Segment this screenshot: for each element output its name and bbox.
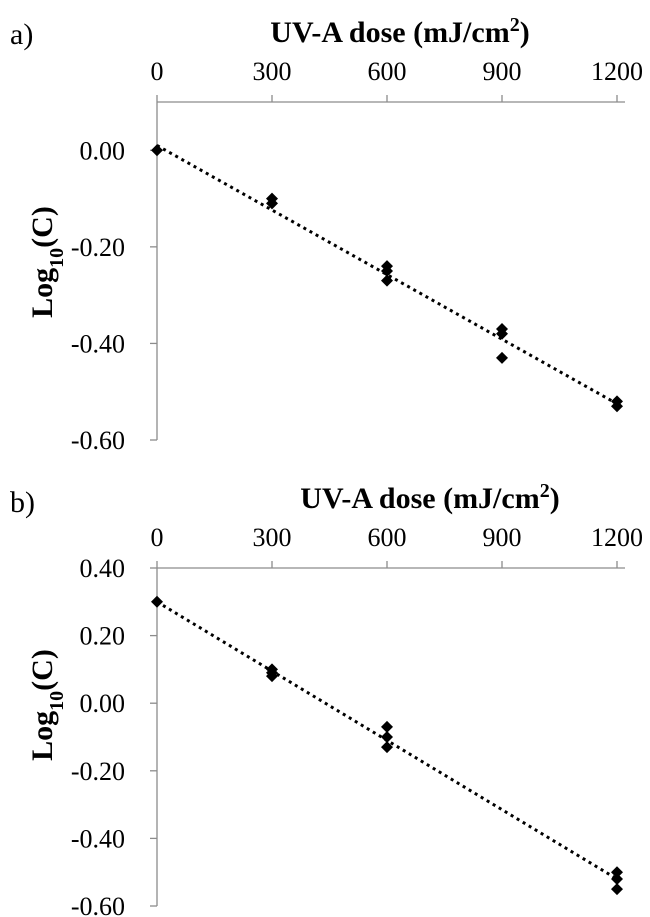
panel-b-data-point xyxy=(611,872,623,885)
panel-a-data-point xyxy=(151,144,163,157)
panel-a-y-tick-label: 0.00 xyxy=(80,136,126,165)
panel-a-y-tick-label: -0.40 xyxy=(71,329,125,358)
panel-b-x-tick-label: 900 xyxy=(483,523,522,552)
panel-b-y-axis-title: Log10(C) xyxy=(26,649,68,761)
panel-a-x-axis-title: UV-A dose (mJ/cm2) xyxy=(270,14,529,49)
panel-b-x-axis-title: UV-A dose (mJ/cm2) xyxy=(300,480,559,515)
panel-a-data-point xyxy=(496,327,508,340)
panel-a-x-tick-label: 1200 xyxy=(591,57,643,86)
panel-a-y-tick-label: -0.60 xyxy=(71,426,125,455)
panel-b-x-tick-label: 0 xyxy=(151,523,164,552)
panel-b-y-tick-label: 0.20 xyxy=(80,622,126,651)
panel-a-data-point xyxy=(266,197,278,210)
panel-b-data-point xyxy=(381,720,393,733)
panel-b-data-point xyxy=(381,741,393,754)
panel-b-data-point xyxy=(151,595,163,608)
panel-b-data-point xyxy=(611,883,623,896)
panel-b-y-tick-label: 0.40 xyxy=(80,554,126,583)
panel-b: b) UV-A dose (mJ/cm2) Log10(C) 0 300 600 90… xyxy=(10,480,643,917)
panel-b-data-point xyxy=(381,731,393,743)
panel-a-x-tick-label: 300 xyxy=(253,57,292,86)
panel-a-data-point xyxy=(381,265,393,277)
panel-b-plot-area: 0 300 600 900 1200 0.40 0.20 0.00 -0.20 -0.40 -0.6… xyxy=(71,523,643,917)
panel-a: a) UV-A dose (mJ/cm2) Log10(C) 0 300 600 90… xyxy=(10,14,643,455)
panel-b-label: b) xyxy=(10,486,35,519)
panel-a-data-point xyxy=(496,351,508,364)
panel-b-data-point xyxy=(611,866,623,879)
panel-b-y-tick-label: 0.00 xyxy=(80,689,126,718)
panel-b-x-tick-label: 1200 xyxy=(591,523,643,552)
panel-b-x-tick-label: 600 xyxy=(368,523,407,552)
panel-a-x-tick-label: 900 xyxy=(483,57,522,86)
panel-a-data-point xyxy=(381,274,393,287)
panel-a-x-tick-label: 0 xyxy=(151,57,164,86)
panel-a-plot-area: 0 300 600 900 1200 0.00 -0.20 -0.40 -0.60 xyxy=(71,57,643,455)
panel-a-y-tick-label: -0.20 xyxy=(71,233,125,262)
panel-b-y-tick-label: -0.60 xyxy=(71,892,125,917)
panel-a-label: a) xyxy=(10,18,33,51)
panel-a-data-point xyxy=(611,400,623,413)
panel-b-y-tick-label: -0.40 xyxy=(71,824,125,853)
panel-b-data-point xyxy=(266,670,278,683)
panel-b-y-tick-label: -0.20 xyxy=(71,757,125,786)
panel-a-x-tick-label: 600 xyxy=(368,57,407,86)
panel-a-y-axis-title: Log10(C) xyxy=(26,206,68,318)
panel-b-x-tick-label: 300 xyxy=(253,523,292,552)
